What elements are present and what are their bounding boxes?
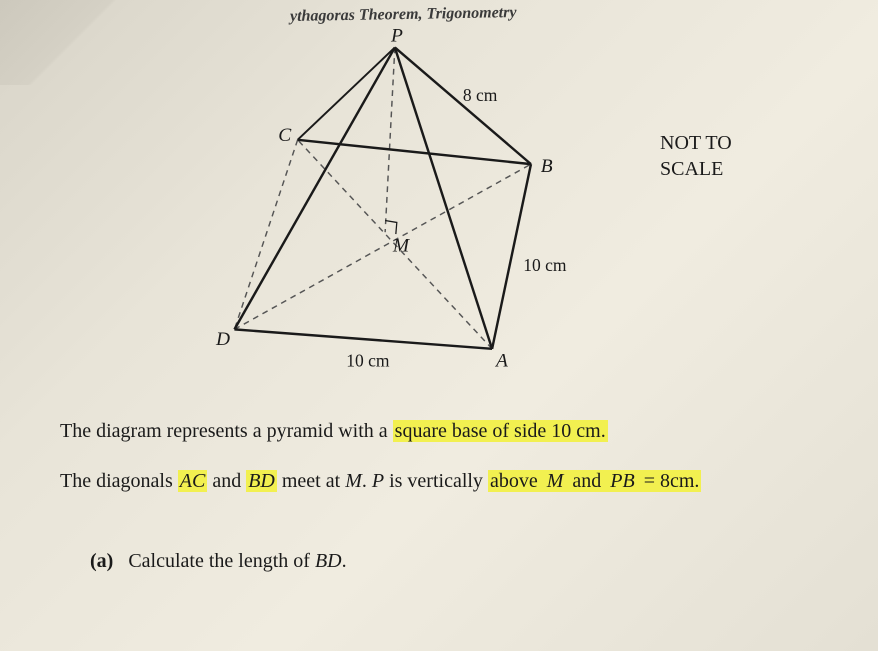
l2-f: above [488, 470, 545, 492]
l2-d: . [362, 470, 372, 492]
label-b: B [541, 156, 553, 177]
q-text: Calculate the length of [128, 550, 315, 572]
not-to-scale-note: NOT TO SCALE [660, 130, 732, 182]
dim-ab: 10 cm [523, 255, 567, 275]
l2-e: is vertically [384, 470, 488, 492]
problem-line-2: The diagonals AC and BD meet at M. P is … [60, 470, 701, 493]
label-d: D [215, 329, 230, 350]
edge-pd [234, 47, 394, 329]
l2-ac: AC [178, 470, 208, 492]
edge-pc [298, 47, 395, 139]
base-edge-bc [298, 140, 531, 164]
not-to-scale-l1: NOT TO [660, 130, 732, 156]
question-a: (a) Calculate the length of BD. [90, 550, 347, 573]
l2-pb: PB [608, 470, 636, 492]
dim-da: 10 cm [346, 350, 390, 370]
dim-pb: 8 cm [463, 85, 498, 105]
l2-g: and [565, 470, 608, 492]
line1-plain: The diagram represents a pyramid with a [60, 420, 393, 442]
altitude-pm [385, 47, 395, 232]
l2-b: and [207, 470, 246, 492]
l2-m: M [345, 470, 362, 492]
base-edge-da [234, 329, 492, 348]
pyramid-diagram: P C B D A M 8 cm 10 cm 10 cm [175, 28, 605, 378]
line1-highlight: square base of side 10 cm. [393, 420, 608, 442]
l2-c: meet at [277, 470, 345, 492]
edge-pb [395, 47, 531, 164]
problem-line-1: The diagram represents a pyramid with a … [60, 420, 608, 443]
q-label: (a) [90, 550, 113, 572]
l2-bd: BD [246, 470, 277, 492]
label-a: A [494, 350, 508, 371]
l2-m2: M [545, 470, 566, 492]
right-angle-marker [385, 221, 397, 235]
page-corner-fold [0, 0, 140, 85]
not-to-scale-l2: SCALE [660, 156, 732, 182]
label-m: M [392, 236, 411, 257]
l2-p: P [372, 470, 384, 492]
worksheet-page: ythagoras Theorem, Trigonometry P C B D … [0, 0, 878, 651]
label-c: C [278, 125, 292, 146]
q-bd: BD [315, 550, 342, 572]
chapter-header: ythagoras Theorem, Trigonometry [290, 4, 517, 26]
diagonal-bd [234, 164, 531, 329]
label-p: P [390, 28, 403, 47]
q-end: . [342, 550, 347, 572]
l2-a: The diagonals [60, 470, 178, 492]
l2-h: = 8cm. [637, 470, 702, 492]
